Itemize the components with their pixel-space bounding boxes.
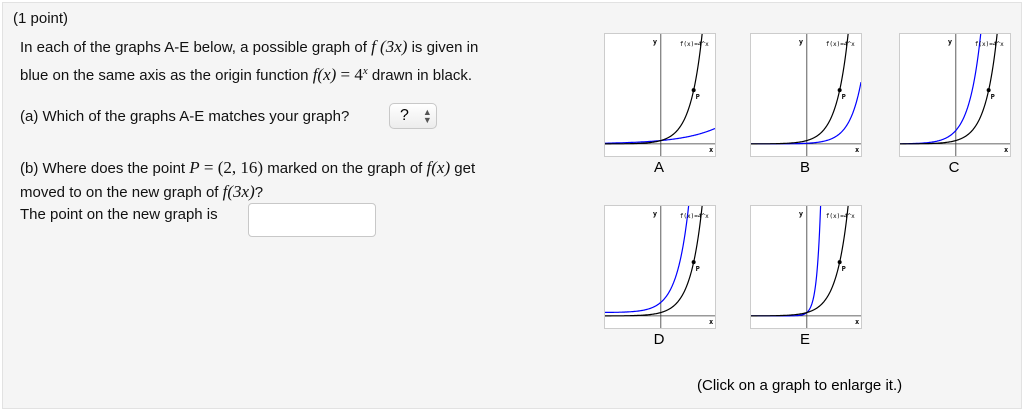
point-p-label: P — [842, 265, 846, 273]
original-curve — [751, 206, 849, 317]
part-b-line-3: The point on the new graph is — [20, 206, 218, 223]
text: In each of the graphs A-E below, a possi… — [20, 39, 372, 56]
math: = (2, 16) — [199, 158, 264, 177]
original-curve — [900, 34, 998, 145]
point-p-marker — [986, 88, 991, 93]
transformed-curve — [751, 206, 822, 317]
x-axis-label: x — [855, 318, 860, 326]
intro-line-1: In each of the graphs A-E below, a possi… — [20, 36, 478, 59]
updown-arrows-icon: ▲ ▼ — [422, 107, 432, 125]
x-axis-label: x — [709, 318, 714, 326]
graph-choice-select[interactable]: ? ▲ ▼ — [389, 103, 437, 129]
part-b-line-1: (b) Where does the point P = (2, 16) mar… — [20, 157, 475, 180]
text: moved to on the new graph of — [20, 184, 223, 201]
original-curve — [605, 34, 703, 145]
point-p-marker — [837, 260, 842, 265]
graph-plot: P y x f(x)=4^x — [751, 34, 861, 156]
point-p-marker — [691, 260, 696, 265]
y-axis-label: y — [799, 210, 804, 218]
x-axis-label: x — [855, 146, 860, 154]
math: f (3x) — [371, 37, 408, 56]
text: get — [450, 160, 476, 177]
graph-label: A — [653, 159, 664, 176]
graph-label: B — [799, 159, 810, 176]
graph-label: D — [653, 331, 665, 348]
text: marked on the graph of — [263, 160, 427, 177]
points-label: (1 point) — [13, 10, 69, 27]
graph-label: C — [948, 159, 960, 176]
graph-e[interactable]: P y x f(x)=4^x — [750, 205, 862, 329]
y-axis-label: y — [948, 38, 953, 46]
y-axis-label: y — [653, 210, 658, 218]
point-p-marker — [837, 88, 842, 93]
function-label: f(x)=4^x — [680, 213, 709, 220]
text: (b) Where does the point — [20, 160, 190, 177]
transformed-curve — [751, 81, 861, 145]
transformed-curve — [900, 34, 982, 145]
math: = 4 — [336, 65, 363, 84]
transformed-curve — [605, 206, 690, 313]
enlarge-caption: (Click on a graph to enlarge it.) — [697, 377, 903, 394]
graph-b[interactable]: P y x f(x)=4^x — [750, 33, 862, 157]
text: is given in — [407, 39, 479, 56]
math: f(x) — [312, 65, 337, 84]
math: P — [189, 158, 200, 177]
point-answer-input[interactable] — [248, 203, 376, 237]
point-p-marker — [691, 88, 696, 93]
graph-label: E — [799, 331, 810, 348]
math: f(x) — [426, 158, 451, 177]
graph-plot: P y x f(x)=4^x — [751, 206, 861, 328]
graph-plot: P y x f(x)=4^x — [900, 34, 1010, 156]
part-a-question: (a) Which of the graphs A-E matches your… — [20, 108, 350, 125]
math: f(3x) — [222, 182, 255, 201]
graph-a[interactable]: P y x f(x)=4^x — [604, 33, 716, 157]
y-axis-label: y — [799, 38, 804, 46]
point-p-label: P — [696, 93, 700, 101]
graph-plot: P y x f(x)=4^x — [605, 34, 715, 156]
function-label: f(x)=4^x — [680, 41, 709, 48]
point-p-label: P — [991, 93, 995, 101]
graph-d[interactable]: P y x f(x)=4^x — [604, 205, 716, 329]
text: drawn in black. — [367, 67, 472, 84]
graph-plot: P y x f(x)=4^x — [605, 206, 715, 328]
function-label: f(x)=4^x — [826, 213, 855, 220]
y-axis-label: y — [653, 38, 658, 46]
function-label: f(x)=4^x — [975, 41, 1004, 48]
intro-line-2: blue on the same axis as the origin func… — [20, 60, 472, 87]
text: ? — [254, 184, 264, 201]
function-label: f(x)=4^x — [826, 41, 855, 48]
select-value: ? — [400, 107, 409, 124]
x-axis-label: x — [1004, 146, 1009, 154]
part-b-line-2: moved to on the new graph of f(3x)? — [20, 181, 263, 204]
math-exponent: x — [362, 65, 368, 77]
original-curve — [751, 34, 849, 145]
graph-c[interactable]: P y x f(x)=4^x — [899, 33, 1011, 157]
text: blue on the same axis as the origin func… — [20, 67, 313, 84]
point-p-label: P — [696, 265, 700, 273]
point-p-label: P — [842, 93, 846, 101]
x-axis-label: x — [709, 146, 714, 154]
original-curve — [605, 206, 703, 317]
